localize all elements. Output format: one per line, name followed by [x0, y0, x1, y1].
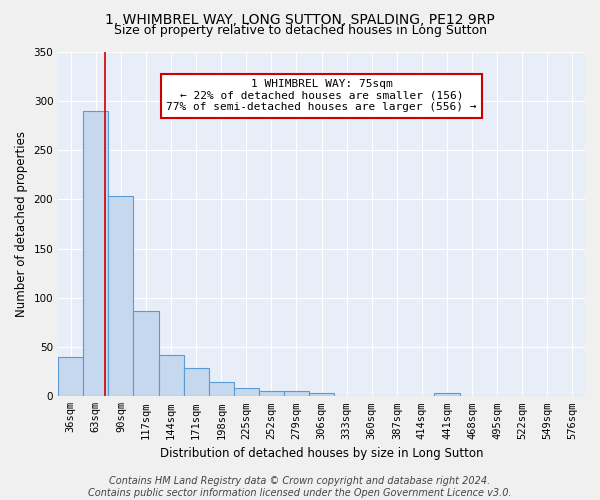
Bar	[184, 368, 209, 396]
Bar	[284, 392, 309, 396]
Text: 1, WHIMBREL WAY, LONG SUTTON, SPALDING, PE12 9RP: 1, WHIMBREL WAY, LONG SUTTON, SPALDING, …	[105, 12, 495, 26]
Bar	[309, 394, 334, 396]
Bar	[234, 388, 259, 396]
Bar	[259, 392, 284, 396]
Text: 1 WHIMBREL WAY: 75sqm
← 22% of detached houses are smaller (156)
77% of semi-det: 1 WHIMBREL WAY: 75sqm ← 22% of detached …	[166, 79, 477, 112]
Bar	[209, 382, 234, 396]
Bar	[133, 310, 158, 396]
X-axis label: Distribution of detached houses by size in Long Sutton: Distribution of detached houses by size …	[160, 447, 484, 460]
Bar	[58, 357, 83, 397]
Bar	[83, 110, 109, 397]
Y-axis label: Number of detached properties: Number of detached properties	[15, 131, 28, 317]
Text: Size of property relative to detached houses in Long Sutton: Size of property relative to detached ho…	[113, 24, 487, 37]
Text: Contains HM Land Registry data © Crown copyright and database right 2024.
Contai: Contains HM Land Registry data © Crown c…	[88, 476, 512, 498]
Bar	[109, 196, 133, 396]
Bar	[158, 355, 184, 397]
Bar	[434, 394, 460, 396]
